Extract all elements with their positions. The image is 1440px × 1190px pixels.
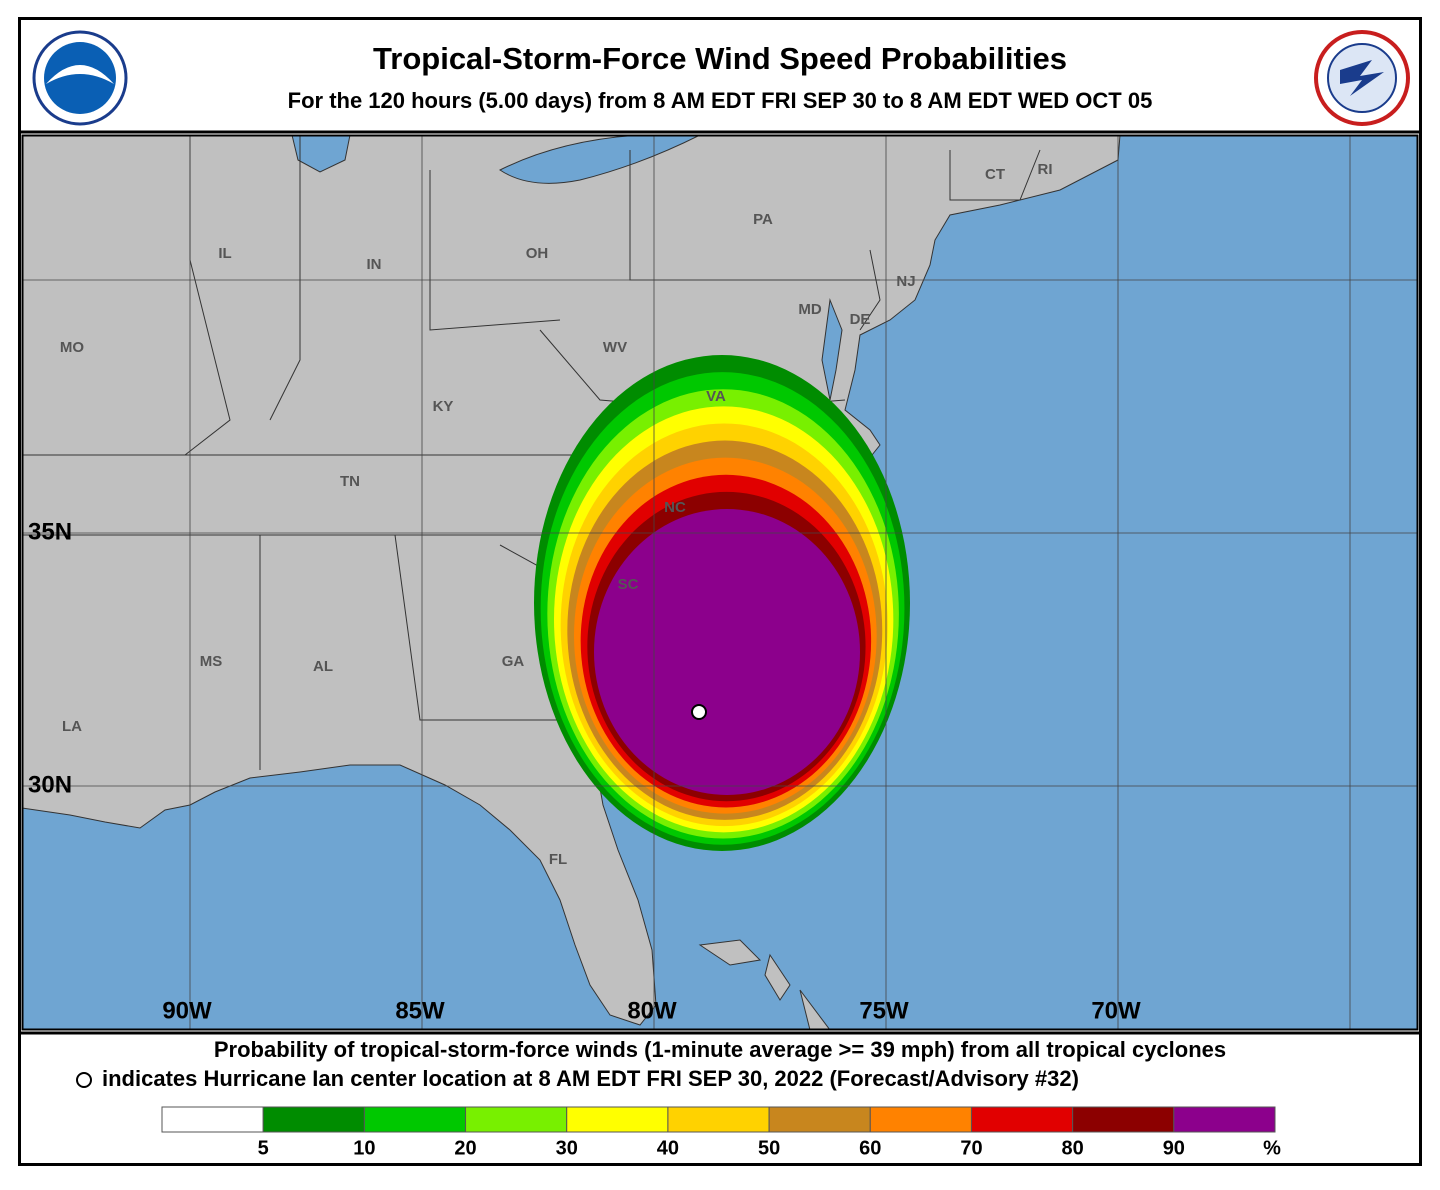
bahamas [698, 939, 831, 1030]
latitude-label: 35N [28, 518, 72, 545]
legend-tick-label: 80 [1062, 1137, 1084, 1159]
lake-erie [499, 135, 701, 184]
state-label: PA [753, 211, 773, 228]
state-label: WV [603, 339, 627, 356]
state-label: AL [313, 658, 333, 675]
legend-swatch [566, 1106, 669, 1133]
outer-frame [18, 17, 1422, 1166]
state-label: DE [850, 311, 871, 328]
logo-bird [46, 65, 114, 84]
legend-tick-label: 20 [454, 1137, 476, 1159]
legend-tick-label: 70 [960, 1137, 982, 1159]
legend-swatch [970, 1106, 1074, 1133]
legend-swatch [363, 1106, 467, 1133]
state-label: KY [433, 398, 454, 415]
center-symbol [76, 1072, 92, 1088]
logo-disc [44, 42, 116, 114]
legend-swatch [262, 1106, 365, 1133]
state-label: OH [526, 245, 549, 262]
state-label: NJ [896, 273, 915, 290]
nws-logo [1314, 30, 1410, 126]
storm-center [691, 704, 707, 720]
legend-swatch [667, 1106, 770, 1133]
footer-line-1: Probability of tropical-storm-force wind… [214, 1037, 1226, 1062]
graticule [22, 135, 1418, 1030]
latitude-label: 30N [28, 771, 72, 798]
footer-line-2: indicates Hurricane Ian center location … [102, 1066, 1079, 1091]
legend-tick-label: 60 [859, 1137, 881, 1159]
longitude-label: 80W [627, 997, 677, 1024]
chesapeake-bay [821, 298, 843, 401]
title: Tropical-Storm-Force Wind Speed Probabil… [373, 41, 1067, 76]
legend-swatch [465, 1106, 568, 1133]
coordinate-labels: 35N 30N 90W 85W 80W 75W 70W [28, 518, 1141, 1024]
longitude-label: 75W [859, 997, 909, 1024]
legend-tick-label: 10 [353, 1137, 375, 1159]
state-label: TN [340, 473, 360, 490]
state-labels: IL IN OH PA CT RI NJ MD DE MO WV VA KY TN NC SC GA AL MS LA… [60, 161, 1053, 868]
logo-bolt [1340, 60, 1384, 96]
state-label: SC [618, 576, 639, 593]
legend-unit: % [1263, 1137, 1281, 1159]
state-label: LA [62, 718, 82, 735]
state-label: MD [798, 301, 821, 318]
legend-swatch [768, 1106, 871, 1133]
probability-contours [534, 355, 910, 851]
legend-tick-label: 30 [556, 1137, 578, 1159]
state-label: IL [218, 245, 231, 262]
legend-tick-label: 90 [1163, 1137, 1185, 1159]
longitude-label: 70W [1091, 997, 1141, 1024]
longitude-label: 85W [395, 997, 445, 1024]
legend-tick-label: 5 [258, 1137, 269, 1159]
state-label: GA [502, 653, 525, 670]
legend-swatch [1173, 1106, 1276, 1133]
legend: 5 10 20 30 40 50 60 70 80 90% [161, 1106, 1281, 1159]
legend-tick-label: 50 [758, 1137, 780, 1159]
state-label: RI [1038, 161, 1053, 178]
state-label: MS [200, 653, 223, 670]
state-label: MO [60, 339, 84, 356]
legend-swatch [1072, 1106, 1175, 1133]
map-area: IL IN OH PA CT RI NJ MD DE MO WV VA KY TN NC SC GA AL MS LA… [22, 135, 1418, 1030]
subtitle: For the 120 hours (5.00 days) from 8 AM … [288, 88, 1153, 113]
probability-band [594, 509, 860, 795]
noaa-logo [32, 30, 128, 126]
legend-tick-label: 40 [657, 1137, 679, 1159]
state-label: FL [549, 851, 567, 868]
state-label: VA [706, 388, 726, 405]
longitude-label: 90W [162, 997, 212, 1024]
map-frame [21, 134, 1419, 1031]
legend-swatch [869, 1106, 972, 1133]
state-label: IN [367, 256, 382, 273]
state-label: NC [664, 499, 686, 516]
lake-michigan [291, 135, 351, 173]
legend-swatch [161, 1106, 264, 1133]
state-label: CT [985, 166, 1005, 183]
